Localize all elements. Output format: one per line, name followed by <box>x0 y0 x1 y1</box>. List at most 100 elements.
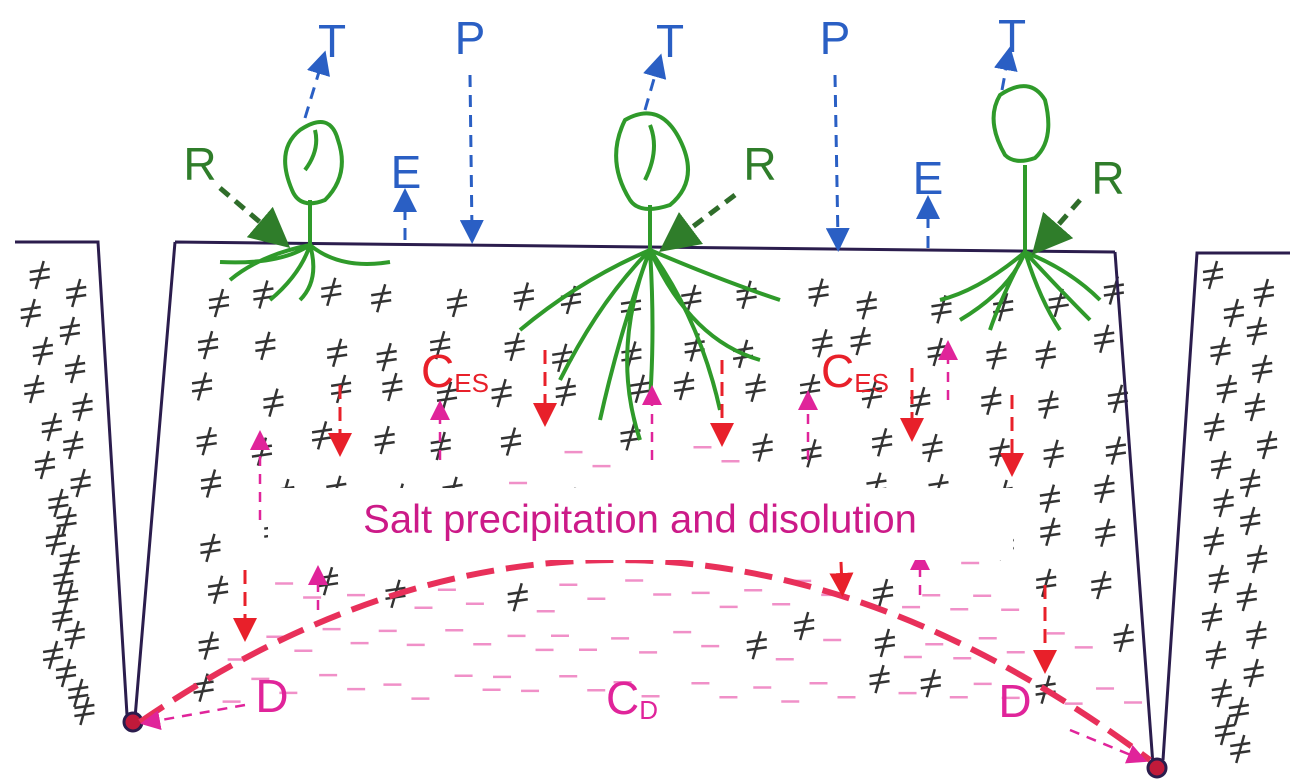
subscript: ES <box>854 368 889 398</box>
hatch-mark <box>1211 451 1231 479</box>
hatch-mark <box>514 282 534 310</box>
hatch-mark <box>928 338 948 366</box>
hatch-mark <box>255 332 275 360</box>
hatch-mark <box>375 426 395 454</box>
hatch-mark <box>1094 475 1114 503</box>
hatch-mark <box>200 534 220 562</box>
hatch-mark <box>1245 393 1265 421</box>
hatch-mark <box>1247 317 1267 345</box>
hatch-mark <box>987 341 1007 369</box>
hatch-mark <box>1204 527 1224 555</box>
hatch-mark <box>1212 679 1232 707</box>
hatch-mark <box>1215 717 1235 745</box>
hatch-mark <box>377 343 397 371</box>
hatch-mark <box>253 280 273 308</box>
hatch-mark <box>198 331 218 359</box>
hatch-mark <box>501 428 521 456</box>
hatch-mark <box>321 278 341 306</box>
transpiration-label: T <box>656 15 684 67</box>
hatch-mark <box>508 583 528 611</box>
hatch-mark <box>1229 697 1249 725</box>
transpiration-label: T <box>318 15 346 67</box>
drainage-label: D <box>998 675 1031 727</box>
hatch-mark <box>327 339 347 367</box>
symbol: C <box>421 345 454 397</box>
hatch-mark <box>1244 659 1264 687</box>
hatch-mark <box>382 373 402 401</box>
hatch-mark <box>68 679 88 707</box>
hatch-mark <box>1206 641 1226 669</box>
hatch-mark <box>794 612 814 640</box>
symbol: C <box>606 672 639 724</box>
hatch-mark <box>747 631 767 659</box>
hatch-mark <box>1224 299 1244 327</box>
drain-concentration-label: CD <box>606 672 658 725</box>
hatch-mark <box>197 427 217 455</box>
hatch-mark <box>35 451 55 479</box>
hatch-mark <box>201 470 221 498</box>
precipitation-label: P <box>820 12 851 64</box>
hatch-mark <box>1044 440 1064 468</box>
hatch-mark <box>1091 571 1111 599</box>
symbol: C <box>821 345 854 397</box>
hatch-mark <box>505 333 525 361</box>
hatch-mark <box>209 289 229 317</box>
hatch-mark <box>1217 375 1237 403</box>
evaporation-label: E <box>391 146 422 198</box>
irrigation-label: R <box>743 138 776 190</box>
evaporation-label: E <box>913 152 944 204</box>
caption: Salt precipitation and disolution <box>363 498 917 542</box>
hatch-mark <box>875 629 895 657</box>
hatch-mark <box>318 567 338 595</box>
hatch-mark <box>1247 545 1267 573</box>
hatch-mark <box>922 434 942 462</box>
hatch-mark <box>872 428 892 456</box>
hatch-mark <box>1209 565 1229 593</box>
diagram: Salt precipitation and disolution T T T … <box>0 0 1305 780</box>
hatch-mark <box>1040 518 1060 546</box>
hatch-mark <box>1036 341 1056 369</box>
hatch-mark <box>1202 603 1222 631</box>
plants <box>220 86 1100 440</box>
hatch-mark <box>552 344 572 372</box>
hatch-mark <box>981 387 1001 415</box>
precipitation-label: P <box>455 12 486 64</box>
hatch-mark <box>52 603 72 631</box>
hatch-mark <box>870 665 890 693</box>
hatch-mark <box>809 279 829 307</box>
transpiration-label: T <box>998 10 1026 62</box>
hatch-mark <box>1104 276 1124 304</box>
hatch-mark <box>199 632 219 660</box>
hatch-mark <box>1240 469 1260 497</box>
hatch-mark <box>990 438 1010 466</box>
hatch-mark <box>1106 437 1126 465</box>
hatch-mark <box>263 389 283 417</box>
hatch-mark <box>1254 279 1274 307</box>
hatch-mark <box>1237 583 1257 611</box>
salt-concentration-label: CES <box>421 345 489 398</box>
hatch-mark <box>447 289 467 317</box>
subscript: D <box>639 695 658 725</box>
hatch-mark <box>1214 489 1234 517</box>
hatch-mark <box>800 374 820 402</box>
hatch-mark <box>492 379 512 407</box>
hatch-mark <box>252 438 272 466</box>
hatch-mark <box>192 372 212 400</box>
hatch-mark <box>1210 337 1230 365</box>
hatch-mark <box>33 337 53 365</box>
hatch-mark <box>48 489 68 517</box>
hatch-mark <box>74 697 94 725</box>
hatch-mark <box>674 372 694 400</box>
hatch-mark <box>65 355 85 383</box>
hatch-mark <box>1095 519 1115 547</box>
hatch-mark <box>1114 624 1134 652</box>
hatch-mark <box>746 374 766 402</box>
hatch-mark <box>21 299 41 327</box>
hatch-mark <box>65 621 85 649</box>
salt-concentration-label: CES <box>821 345 889 398</box>
hatch-mark <box>873 579 893 607</box>
hatch-mark <box>1240 507 1260 535</box>
hatch-mark <box>312 421 332 449</box>
hatch-mark <box>1257 431 1277 459</box>
hatch-mark <box>1230 735 1250 763</box>
